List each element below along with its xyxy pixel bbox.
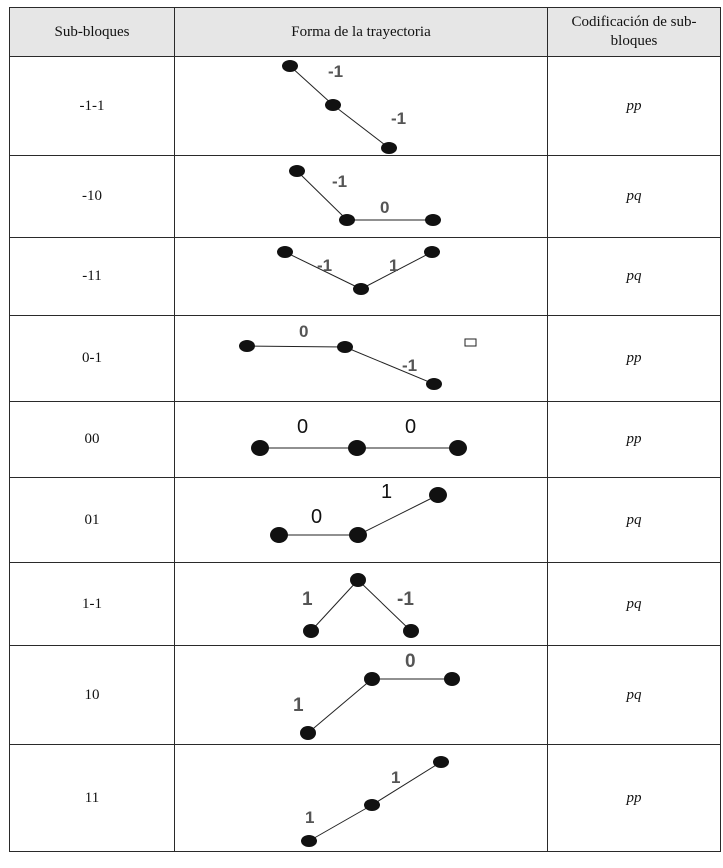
sub-block-cell: -11 [9, 237, 175, 316]
sub-block-cell: 10 [9, 645, 175, 745]
trajectory-diagram: 0 -1 [239, 322, 477, 390]
step-label: 1 [305, 808, 314, 827]
table-row: -10 -1 0 pq [9, 155, 721, 238]
coding-cell: pq [547, 155, 721, 238]
sub-block-cell: 0-1 [9, 315, 175, 402]
header-sub-bloques: Sub-bloques [9, 7, 175, 57]
step-label: 1 [391, 768, 400, 787]
step-label: 0 [297, 416, 308, 438]
coding-cell: pq [547, 237, 721, 316]
trajectory-cell: -1 1 [174, 237, 548, 316]
sub-block-cell: -10 [9, 155, 175, 238]
trajectory-cell: 0 0 [174, 401, 548, 478]
trajectory-cell: -1 0 [174, 155, 548, 238]
coding-cell: pq [547, 477, 721, 563]
step-label: -1 [328, 62, 343, 81]
trajectory-diagram: -1 1 [277, 246, 440, 295]
sub-block-cell: -1-1 [9, 56, 175, 156]
trajectory-cell: 1 1 [174, 744, 548, 852]
trajectory-diagram: 1 1 [301, 756, 449, 847]
table-row: 10 1 0 pq [9, 645, 721, 745]
table-row: 1-1 1 -1 pq [9, 562, 721, 646]
table-row: 01 0 1 pq [9, 477, 721, 563]
trajectory-diagram: 0 0 [251, 416, 467, 456]
sub-block-cell: 00 [9, 401, 175, 478]
header-forma-trayectoria: Forma de la trayectoria [174, 7, 548, 57]
sub-block-cell: 11 [9, 744, 175, 852]
step-label: -1 [397, 589, 414, 610]
sub-block-cell: 1-1 [9, 562, 175, 646]
step-label: 1 [302, 589, 313, 610]
subblock-table: Sub-bloques Forma de la trayectoria Codi… [9, 7, 721, 852]
table-row: -11 -1 1 pq [9, 237, 721, 316]
step-label: 1 [381, 481, 392, 503]
step-label: 0 [299, 322, 308, 341]
coding-cell: pq [547, 562, 721, 646]
trajectory-cell: 1 -1 [174, 562, 548, 646]
trajectory-cell: 0 1 [174, 477, 548, 563]
coding-cell: pp [547, 315, 721, 402]
square-glyph-icon [464, 338, 477, 347]
header-codificacion: Codificación de sub-bloques [547, 7, 721, 57]
step-label: -1 [402, 356, 417, 375]
trajectory-diagram: -1 -1 [282, 60, 406, 154]
step-label: 1 [293, 695, 304, 716]
step-label: 0 [311, 506, 322, 528]
trajectory-cell: 1 0 [174, 645, 548, 745]
table-row: 0-1 0 -1 pp [9, 315, 721, 402]
step-label: -1 [391, 109, 406, 128]
trajectory-diagram: 1 0 [293, 651, 460, 740]
table-row: 00 0 0 pp [9, 401, 721, 478]
trajectory-cell: -1 -1 [174, 56, 548, 156]
step-label: 1 [389, 256, 398, 275]
coding-cell: pp [547, 744, 721, 852]
step-label: 0 [405, 416, 416, 438]
trajectory-diagram: -1 0 [289, 165, 441, 226]
coding-cell: pq [547, 645, 721, 745]
table-row: -1-1 -1 -1 pp [9, 56, 721, 156]
table-row: 11 1 1 pp [9, 744, 721, 852]
step-label: -1 [332, 172, 347, 191]
sub-block-cell: 01 [9, 477, 175, 563]
step-label: 0 [405, 651, 416, 672]
trajectory-diagram: 0 1 [270, 481, 447, 543]
trajectory-diagram: 1 -1 [302, 573, 419, 638]
step-label: 0 [380, 198, 389, 217]
header-row: Sub-bloques Forma de la trayectoria Codi… [9, 7, 721, 57]
coding-cell: pp [547, 56, 721, 156]
trajectory-cell: 0 -1 [174, 315, 548, 402]
step-label: -1 [317, 256, 332, 275]
coding-cell: pp [547, 401, 721, 478]
